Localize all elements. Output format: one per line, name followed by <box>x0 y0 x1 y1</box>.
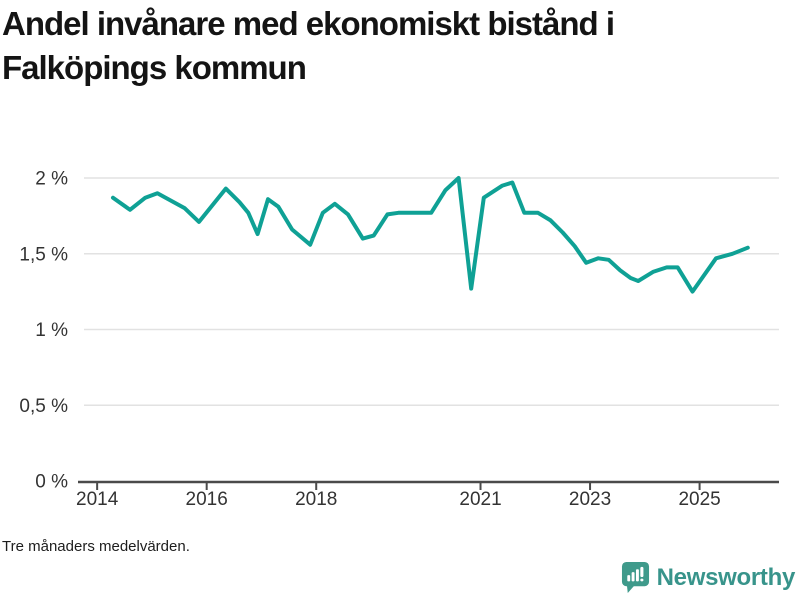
newsworthy-logo-icon <box>621 562 649 593</box>
x-axis-label: 2023 <box>569 489 611 510</box>
x-axis-label: 2014 <box>76 489 119 510</box>
y-axis-label: 1 % <box>35 320 68 341</box>
x-axis-label: 2025 <box>678 489 720 510</box>
logo-barchart-glyph <box>626 566 644 582</box>
x-axis-label: 2018 <box>295 489 337 510</box>
data-line <box>111 176 750 294</box>
y-axis-label: 0 % <box>35 472 68 493</box>
y-axis-label: 1,5 % <box>19 244 68 265</box>
newsworthy-logo-text: Newsworthy <box>656 563 796 591</box>
y-axis-label: 0,5 % <box>19 396 68 417</box>
chart-title: Andel invånare med ekonomiskt bistånd i … <box>2 5 615 86</box>
newsworthy-logo: Newsworthy <box>621 561 795 594</box>
x-axis-label: 2016 <box>186 489 228 510</box>
chart-footnote: Tre månaders medelvärden. <box>2 538 190 555</box>
y-axis-label: 2 % <box>35 169 68 190</box>
x-axis-label: 2021 <box>459 489 501 510</box>
